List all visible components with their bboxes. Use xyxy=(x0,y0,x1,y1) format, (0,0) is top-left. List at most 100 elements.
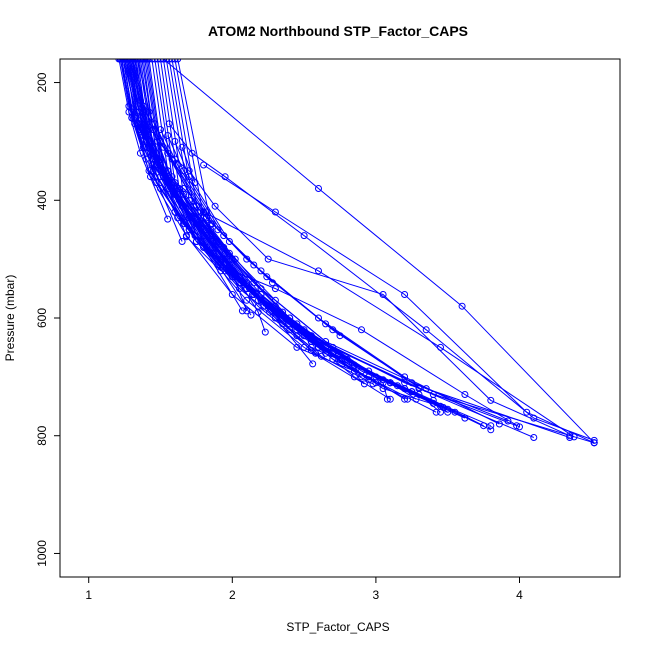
data-point-15-7 xyxy=(451,408,459,416)
data-point-57-2 xyxy=(159,173,167,181)
data-point-44-1 xyxy=(162,59,170,63)
data-point-23-6 xyxy=(261,328,269,336)
data-point-18-5 xyxy=(178,238,186,245)
data-point-53-2 xyxy=(174,161,182,169)
data-point-41-3 xyxy=(197,220,205,228)
series-line-3 xyxy=(125,59,534,438)
data-point-13-7 xyxy=(369,380,377,388)
data-point-1-8 xyxy=(487,422,495,430)
data-point-53-3 xyxy=(214,226,222,234)
data-point-32-1 xyxy=(128,59,136,63)
data-point-59-2 xyxy=(188,149,196,157)
data-point-59-4 xyxy=(300,232,308,240)
data-point-31-3 xyxy=(152,161,160,169)
data-point-52-4 xyxy=(263,273,271,281)
data-point-39-1 xyxy=(148,59,156,63)
data-point-50-1 xyxy=(139,102,147,110)
data-point-17-4 xyxy=(164,215,172,223)
data-point-57-5 xyxy=(214,255,222,263)
data-point-32-7 xyxy=(372,373,380,381)
series-line-8 xyxy=(127,59,408,400)
series-line-48 xyxy=(177,59,212,224)
data-point-11-6 xyxy=(293,343,301,351)
data-point-52-5 xyxy=(336,332,344,340)
data-point-36-2 xyxy=(152,149,160,157)
data-point-58-8 xyxy=(566,432,574,440)
data-point-44-4 xyxy=(260,302,268,310)
series-line-35 xyxy=(139,59,398,387)
data-point-4-7 xyxy=(422,385,430,393)
data-point-40-1 xyxy=(151,59,159,63)
y-tick-label: 600 xyxy=(35,308,49,328)
data-point-49-4 xyxy=(243,255,251,263)
data-point-62-1 xyxy=(200,208,208,216)
data-point-34-5 xyxy=(257,296,265,304)
series-line-61 xyxy=(163,59,595,444)
data-point-55-1 xyxy=(171,137,179,145)
series-line-49 xyxy=(139,99,500,425)
data-point-28-1 xyxy=(116,59,124,63)
data-point-37-2 xyxy=(157,155,164,163)
data-point-41-4 xyxy=(243,285,251,293)
data-point-53-4 xyxy=(269,279,276,287)
data-point-33-1 xyxy=(131,59,139,63)
data-point-3-8 xyxy=(530,434,538,441)
data-point-34-2 xyxy=(145,137,153,145)
data-point-54-3 xyxy=(220,232,228,240)
data-point-16-7 xyxy=(461,414,469,422)
data-point-31-4 xyxy=(185,226,193,234)
chart-title: ATOM2 Northbound STP_Factor_CAPS xyxy=(208,23,468,39)
series-line-28 xyxy=(119,59,391,400)
data-point-31-7 xyxy=(365,367,373,375)
data-point-30-8 xyxy=(408,388,416,396)
data-point-42-2 xyxy=(175,185,183,192)
data-point-19-5 xyxy=(217,267,225,275)
series-line-57 xyxy=(151,164,520,428)
data-point-58-2 xyxy=(171,155,179,163)
series-line-9 xyxy=(129,59,417,400)
data-point-21-4 xyxy=(200,243,208,251)
data-point-24-6 xyxy=(309,360,317,368)
data-point-40-2 xyxy=(168,173,176,181)
data-point-50-5 xyxy=(322,320,330,328)
data-point-60-1 xyxy=(200,161,208,169)
data-point-38-5 xyxy=(286,320,294,328)
data-point-41-1 xyxy=(154,59,162,63)
data-point-59-3 xyxy=(221,173,229,181)
series-line-56 xyxy=(181,147,196,183)
data-point-32-2 xyxy=(139,126,147,134)
x-tick-label: 2 xyxy=(229,588,236,602)
data-point-40-4 xyxy=(237,279,245,287)
series-line-27 xyxy=(147,59,322,357)
data-point-51-4 xyxy=(257,267,265,275)
data-point-60-2 xyxy=(271,208,279,216)
data-point-35-7 xyxy=(393,382,401,390)
x-tick-label: 1 xyxy=(85,588,92,602)
data-point-20-6 xyxy=(243,307,251,315)
data-point-40-6 xyxy=(358,373,365,381)
series-line-58 xyxy=(157,141,570,437)
data-point-49-3 xyxy=(192,202,200,210)
data-point-46-3 xyxy=(225,249,233,257)
data-point-11-3 xyxy=(147,173,154,181)
data-point-58-4 xyxy=(211,202,219,210)
data-point-45-3 xyxy=(220,243,228,251)
data-point-37-4 xyxy=(220,261,228,269)
data-point-28-2 xyxy=(125,102,133,110)
data-point-4-5 xyxy=(250,279,258,287)
data-point-36-1 xyxy=(139,59,147,63)
data-point-35-2 xyxy=(149,143,157,151)
data-point-55-3 xyxy=(225,238,233,245)
data-point-39-4 xyxy=(231,273,239,281)
data-point-26-3 xyxy=(188,214,196,222)
series-line-54 xyxy=(167,135,225,236)
data-point-38-6 xyxy=(343,361,351,369)
data-point-56-2 xyxy=(191,179,199,187)
data-point-37-6 xyxy=(336,355,344,363)
y-tick-label: 200 xyxy=(35,72,49,92)
series-line-33 xyxy=(134,59,434,404)
data-point-58-1 xyxy=(154,137,162,145)
data-point-51-2 xyxy=(164,149,172,157)
data-point-43-4 xyxy=(254,296,262,304)
series-line-17 xyxy=(118,59,169,220)
